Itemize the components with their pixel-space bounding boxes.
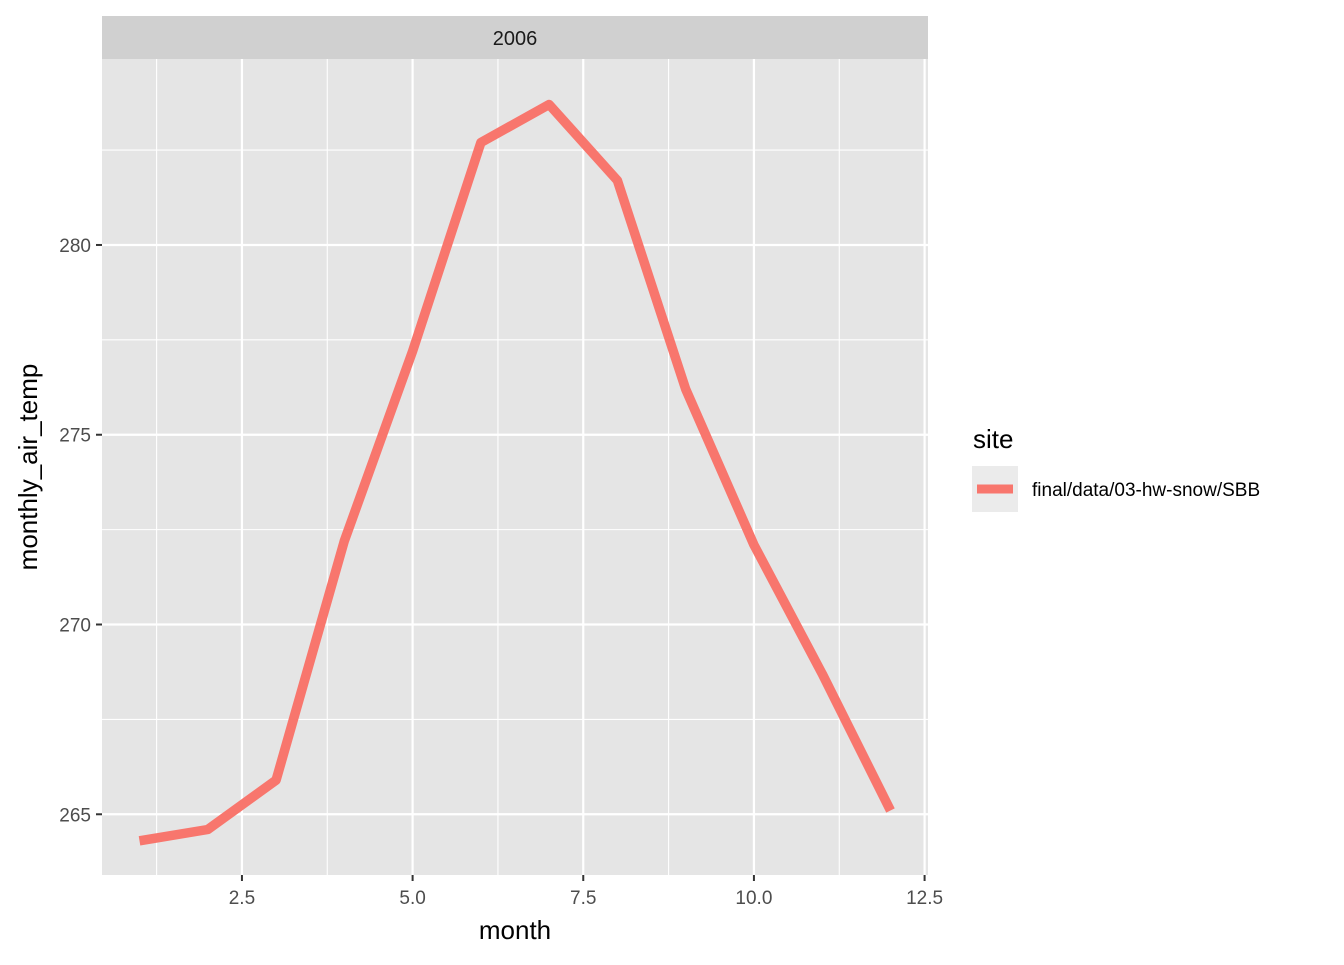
y-axis: 265 270 275 280 [59,236,102,826]
y-tick-label: 280 [59,236,91,257]
x-tick-label: 7.5 [570,888,596,909]
x-axis: 2.5 5.0 7.5 10.0 12.5 [229,875,943,909]
x-tick-label: 12.5 [906,888,943,909]
facet-strip-label: 2006 [493,28,538,50]
x-tick-label: 10.0 [735,888,772,909]
y-tick-label: 265 [59,805,91,826]
y-tick-label: 270 [59,616,91,637]
legend-title: site [973,424,1013,454]
x-axis-title: month [479,915,551,945]
plot-panel [102,59,928,875]
legend: site final/data/03-hw-snow/SBB [972,424,1260,512]
x-tick-label: 5.0 [399,888,425,909]
x-tick-label: 2.5 [229,888,255,909]
y-axis-title: monthly_air_temp [13,364,43,571]
legend-entry-label: final/data/03-hw-snow/SBB [1032,480,1260,501]
y-tick-label: 275 [59,426,91,447]
